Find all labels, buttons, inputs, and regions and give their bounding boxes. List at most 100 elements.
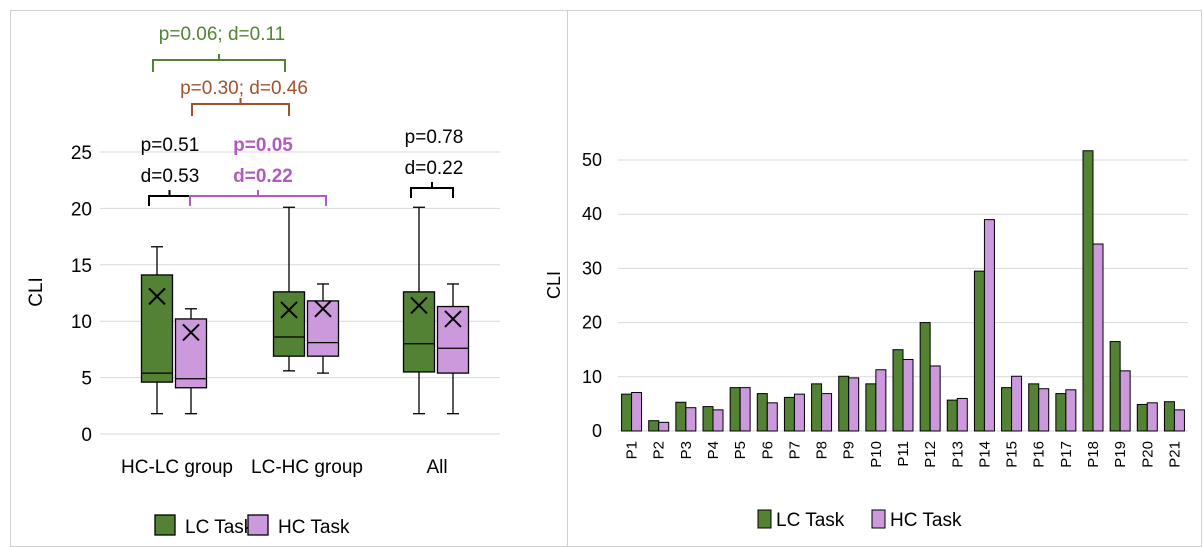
stat-bracket bbox=[152, 54, 286, 72]
lc-task-bar bbox=[1055, 393, 1067, 432]
hc-task-bar bbox=[1146, 402, 1158, 432]
box-iqr bbox=[272, 291, 306, 357]
hc-task-bar bbox=[1173, 409, 1185, 432]
lc-task-bar bbox=[946, 399, 958, 432]
hc-task-bar bbox=[875, 369, 887, 432]
lc-task-bar bbox=[973, 270, 985, 432]
bar-chart: 0 10 20 30 40 50 CLI P1 P2 P3 P4 P5 P6 P7 P8 P9 P10 P11… bbox=[544, 150, 1188, 531]
bar-chart-y-tick-label: 20 bbox=[582, 313, 602, 333]
hc-task-bar bbox=[848, 377, 860, 432]
hc-task-bar bbox=[712, 409, 724, 432]
lc-task-bar bbox=[1001, 387, 1013, 432]
hc-task-bar bbox=[929, 365, 941, 432]
lc-task-bar bbox=[783, 396, 795, 432]
stat-annotation-text: p=0.30; d=0.46 bbox=[180, 78, 308, 99]
bar-chart-y-tick-label: 30 bbox=[582, 258, 602, 278]
bar-chart-x-label: P21 bbox=[1166, 441, 1183, 468]
box-iqr bbox=[174, 318, 208, 389]
bar-chart-x-label: P1 bbox=[624, 441, 641, 459]
stat-annotation-text: d=0.22 bbox=[233, 166, 293, 187]
bar-chart-y-tick-label: 0 bbox=[592, 421, 602, 441]
stat-annotation-text: d=0.53 bbox=[141, 166, 200, 187]
stat-annotation-text: p=0.06; d=0.11 bbox=[159, 24, 285, 45]
lc-task-bar bbox=[919, 322, 931, 432]
bar-chart-x-label: P2 bbox=[651, 441, 668, 459]
box-plot-x-label: HC-LC group bbox=[121, 457, 233, 478]
lc-task-bar bbox=[1082, 150, 1094, 432]
box-iqr bbox=[402, 291, 436, 373]
bar-chart-x-label: P7 bbox=[786, 441, 803, 459]
bar-chart-y-ticks: 0 10 20 30 40 50 bbox=[582, 150, 602, 441]
bar-chart-legend: LC Task HC Task bbox=[757, 509, 962, 531]
box-mean-marker bbox=[314, 300, 332, 318]
box-plot-chart: 0 5 10 15 20 25 CLI HC-LC group LC-HC group All… bbox=[26, 24, 500, 538]
hc-task-bar bbox=[1119, 370, 1131, 432]
lc-task-bar bbox=[1136, 403, 1148, 432]
box-plot-x-labels: HC-LC group LC-HC group All bbox=[121, 457, 448, 478]
bar-chart-x-label: P13 bbox=[949, 441, 966, 468]
lc-task-bar bbox=[865, 383, 877, 432]
bar-legend-swatch-lc-task bbox=[757, 509, 772, 529]
hc-task-bar bbox=[793, 393, 805, 432]
bar-chart-y-tick-label: 40 bbox=[582, 204, 602, 224]
hc-task-bar bbox=[1065, 389, 1077, 432]
bar-chart-y-tick-label: 50 bbox=[582, 150, 602, 170]
box-plot-y-axis-label: CLI bbox=[26, 277, 47, 307]
bar-chart-x-label: P14 bbox=[976, 441, 993, 468]
bar-chart-x-label: P11 bbox=[895, 441, 912, 467]
box-plot-x-label: LC-HC group bbox=[251, 457, 363, 478]
box-iqr bbox=[140, 274, 174, 383]
box-plot-y-tick-label: 10 bbox=[71, 312, 92, 333]
lc-task-bar bbox=[702, 406, 714, 432]
box-mean-marker bbox=[182, 323, 200, 342]
bar-chart-x-label: P3 bbox=[678, 441, 695, 459]
bar-chart-x-label: P4 bbox=[705, 441, 722, 459]
lc-task-box bbox=[140, 246, 174, 415]
hc-task-bar bbox=[1038, 388, 1050, 432]
box-mean-marker bbox=[148, 287, 166, 306]
lc-task-bar bbox=[675, 401, 687, 432]
lc-task-bar bbox=[811, 383, 823, 432]
bar-chart-x-label: P17 bbox=[1058, 441, 1075, 468]
bar-chart-x-label: P9 bbox=[841, 441, 858, 459]
bar-legend-label: LC Task bbox=[776, 510, 845, 531]
box-plot-boxes bbox=[140, 206, 470, 415]
bar-chart-x-label: P16 bbox=[1031, 441, 1048, 468]
bar-chart-y-tick-label: 10 bbox=[582, 367, 602, 387]
box-plot-y-tick-label: 15 bbox=[71, 256, 92, 277]
hc-task-bar bbox=[685, 407, 697, 432]
lc-task-bar bbox=[729, 387, 741, 432]
box-mean-marker bbox=[280, 301, 298, 319]
bar-chart-x-labels: P1 P2 P3 P4 P5 P6 P7 P8 P9 P10 P11 P12 P13 P14 P15 P16 P… bbox=[624, 441, 1184, 468]
box-mean-marker bbox=[444, 310, 462, 328]
hc-task-bar bbox=[956, 397, 968, 432]
box-plot-legend: LC Task HC Task bbox=[154, 514, 350, 538]
bar-chart-x-label: P19 bbox=[1112, 441, 1129, 468]
stat-annotation-text: d=0.22 bbox=[405, 158, 464, 179]
hc-task-bar bbox=[739, 387, 751, 432]
stat-bracket bbox=[191, 98, 290, 116]
box-plot-y-tick-label: 20 bbox=[71, 199, 92, 220]
box-mean-marker bbox=[410, 296, 428, 315]
box-iqr bbox=[436, 305, 470, 374]
hc-task-bar bbox=[1092, 243, 1104, 432]
lc-task-box bbox=[402, 206, 436, 415]
stat-bracket bbox=[148, 190, 191, 206]
bar-chart-x-label: P5 bbox=[732, 441, 749, 459]
stat-annotation-text: p=0.78 bbox=[405, 127, 464, 148]
bar-chart-y-axis-label: CLI bbox=[544, 271, 564, 299]
bar-legend-swatch-hc-task bbox=[871, 509, 886, 529]
hc-task-box bbox=[306, 283, 340, 374]
bar-chart-bars bbox=[621, 150, 1185, 432]
bar-chart-x-label: P18 bbox=[1085, 441, 1102, 468]
bar-chart-x-label: P15 bbox=[1004, 441, 1021, 468]
hc-task-bar bbox=[983, 219, 995, 432]
lc-task-bar bbox=[648, 420, 660, 432]
box-plot-y-tick-label: 0 bbox=[81, 425, 92, 446]
hc-task-box bbox=[174, 308, 208, 415]
legend-swatch-hc-task bbox=[247, 514, 269, 536]
hc-task-box bbox=[436, 283, 470, 415]
box-plot-stat-annotations: p=0.51 d=0.53 p=0.05 d=0.22 p=0.78 d=0.22 p=0.… bbox=[141, 24, 464, 206]
lc-task-bar bbox=[838, 375, 850, 432]
hc-task-bar bbox=[902, 358, 914, 432]
